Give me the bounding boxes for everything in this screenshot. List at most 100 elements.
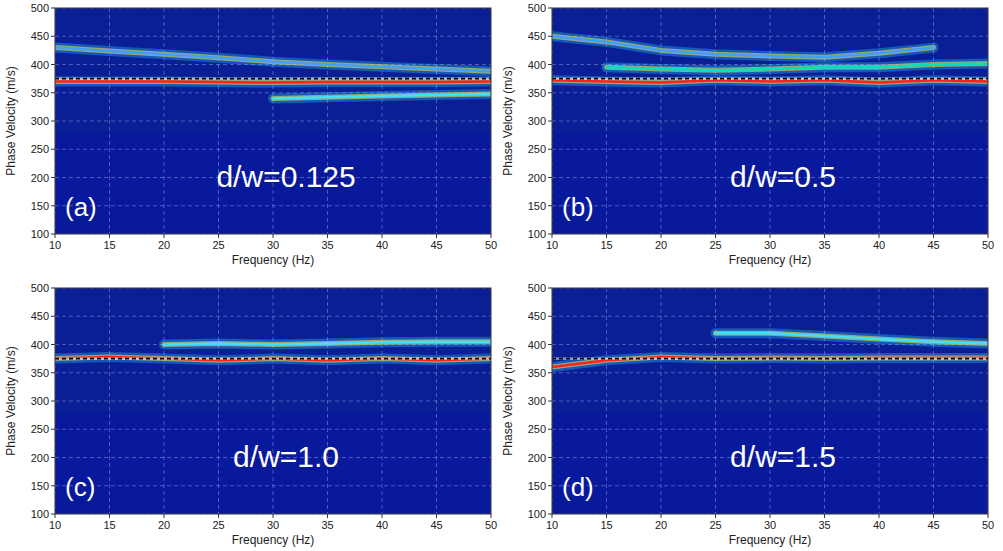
band-glow — [273, 94, 491, 99]
x-tick — [661, 234, 662, 238]
y-tick — [51, 234, 55, 235]
y-tick-label: 500 — [31, 2, 49, 14]
band-glow — [552, 36, 934, 57]
y-tick — [548, 121, 552, 122]
band-halo — [55, 357, 491, 360]
x-tick — [879, 234, 880, 238]
reference-line — [55, 358, 491, 360]
x-tick — [824, 514, 825, 518]
x-tick-label: 45 — [927, 239, 939, 251]
band-halo — [55, 81, 491, 82]
y-tick-label: 150 — [528, 200, 546, 212]
x-tick — [552, 234, 553, 238]
grid-line-y — [55, 205, 491, 206]
y-tick — [51, 457, 55, 458]
dispersion-band — [552, 80, 988, 82]
y-tick-label: 350 — [528, 87, 546, 99]
x-tick — [164, 514, 165, 518]
y-axis-title: Phase Velocity (m/s) — [501, 66, 515, 175]
dispersion-band — [273, 94, 491, 99]
x-tick-label: 40 — [376, 239, 388, 251]
band-glow — [55, 357, 491, 360]
y-tick-label: 500 — [31, 282, 49, 294]
y-tick — [548, 149, 552, 150]
y-tick-label: 300 — [528, 115, 546, 127]
grid-line-y — [552, 149, 988, 150]
grid-line-y — [55, 316, 491, 317]
y-tick — [548, 344, 552, 345]
x-tick — [273, 234, 274, 238]
grid-line-x — [382, 288, 383, 514]
y-tick — [51, 401, 55, 402]
reference-line — [552, 358, 988, 360]
y-tick — [51, 36, 55, 37]
x-tick — [491, 234, 492, 238]
y-tick — [548, 401, 552, 402]
plot-frame — [55, 288, 491, 514]
x-tick — [164, 234, 165, 238]
x-tick — [933, 234, 934, 238]
y-tick-label: 100 — [31, 228, 49, 240]
x-tick — [382, 234, 383, 238]
x-tick — [715, 234, 716, 238]
y-tick-label: 350 — [31, 87, 49, 99]
x-tick-label: 20 — [158, 519, 170, 531]
x-tick-label: 45 — [430, 519, 442, 531]
x-tick-label: 15 — [600, 239, 612, 251]
grid-line-x — [382, 8, 383, 234]
x-tick — [382, 514, 383, 518]
plot-frame — [55, 8, 491, 234]
x-tick — [988, 514, 989, 518]
y-tick-label: 200 — [31, 172, 49, 184]
grid-line-x — [327, 288, 328, 514]
y-tick-label: 250 — [528, 423, 546, 435]
y-tick-label: 100 — [528, 508, 546, 520]
y-tick — [548, 92, 552, 93]
panel-label: (a) — [65, 192, 97, 222]
x-tick — [55, 234, 56, 238]
y-tick-label: 450 — [528, 30, 546, 42]
y-tick — [548, 64, 552, 65]
y-tick-label: 400 — [528, 59, 546, 71]
series-group — [552, 36, 988, 82]
panel: 1015202530354045501001502002503003504004… — [4, 2, 497, 267]
band-halo — [716, 333, 989, 343]
grid-line-y — [55, 401, 491, 402]
y-tick-label: 500 — [528, 282, 546, 294]
x-tick — [109, 234, 110, 238]
grid-line-y — [55, 429, 491, 430]
x-tick — [606, 514, 607, 518]
y-tick — [51, 121, 55, 122]
x-tick — [661, 514, 662, 518]
grid-line-y — [55, 485, 491, 486]
reference-line — [55, 78, 491, 80]
reference-line-halo — [552, 77, 988, 79]
panel: 1015202530354045501001502002503003504004… — [501, 2, 994, 267]
x-axis-title: Frequency (Hz) — [729, 533, 812, 547]
grid-line-y — [552, 429, 988, 430]
grid-line-x — [606, 288, 607, 514]
y-tick-label: 100 — [528, 228, 546, 240]
y-tick-label: 400 — [528, 339, 546, 351]
x-tick-label: 35 — [321, 519, 333, 531]
y-tick-label: 200 — [31, 452, 49, 464]
x-tick-label: 35 — [818, 519, 830, 531]
band-glow — [55, 81, 491, 82]
y-tick — [548, 457, 552, 458]
x-tick-label: 30 — [764, 239, 776, 251]
x-tick-label: 50 — [982, 239, 994, 251]
y-tick — [51, 514, 55, 515]
grid-line-y — [55, 36, 491, 37]
x-axis-title: Frequency (Hz) — [232, 253, 315, 267]
plot-background — [552, 8, 988, 234]
y-tick-label: 450 — [31, 30, 49, 42]
y-tick — [548, 234, 552, 235]
x-tick — [327, 514, 328, 518]
x-tick-label: 20 — [655, 519, 667, 531]
x-tick — [436, 514, 437, 518]
grid-line-y — [552, 372, 988, 373]
x-tick — [273, 514, 274, 518]
band-halo — [552, 36, 934, 57]
plot-background — [552, 288, 988, 514]
band-halo — [552, 80, 988, 82]
